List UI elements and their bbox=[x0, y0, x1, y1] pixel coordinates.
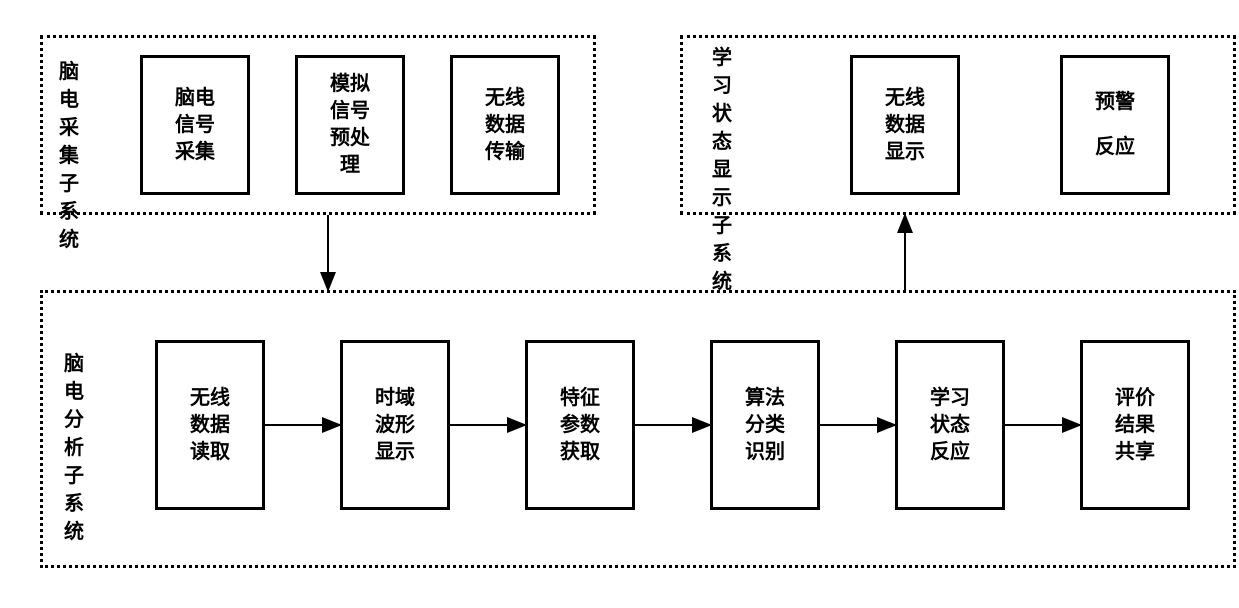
node-label-line: 读取 bbox=[190, 439, 230, 466]
node-label-line: 信号 bbox=[330, 98, 370, 125]
node-label-line: 模拟 bbox=[330, 71, 370, 98]
node-label-line: 数据 bbox=[885, 112, 925, 139]
node-label-line: 状态 bbox=[930, 412, 970, 439]
node-label-line: 脑电 bbox=[175, 85, 215, 112]
node-label-line: 参数 bbox=[560, 412, 600, 439]
node-label-line: 采集 bbox=[175, 139, 215, 166]
label-part: 系 bbox=[55, 198, 83, 226]
node-label-line: 数据 bbox=[485, 112, 525, 139]
diagram-canvas: 脑 电 采 集 子 系 统 脑电信号采集 模拟信号预处理 无线数据传输 学 习 … bbox=[20, 20, 1239, 588]
node-label-line: 无线 bbox=[485, 85, 525, 112]
node-analog-preprocess: 模拟信号预处理 bbox=[295, 55, 405, 195]
node-label-line: 学习 bbox=[930, 385, 970, 412]
label-part: 脑 bbox=[55, 58, 83, 86]
node-label-line: 特征 bbox=[560, 385, 600, 412]
node-label-line: 信号 bbox=[175, 112, 215, 139]
node-label-line: 预警 bbox=[1095, 89, 1135, 116]
subsystem-label-eeg-analysis: 脑 电 分 析 子 系 统 bbox=[60, 350, 88, 546]
node-label-line: 分类 bbox=[745, 412, 785, 439]
node-label-line: 无线 bbox=[190, 385, 230, 412]
node-wireless-read: 无线数据读取 bbox=[155, 340, 265, 510]
node-label-line: 算法 bbox=[745, 385, 785, 412]
node-label-line: 识别 bbox=[745, 439, 785, 466]
node-evaluation-share: 评价结果共享 bbox=[1080, 340, 1190, 510]
node-label-line: 结果 bbox=[1115, 412, 1155, 439]
node-eeg-signal-collect: 脑电信号采集 bbox=[140, 55, 250, 195]
label-part: 电 bbox=[55, 86, 83, 114]
node-label-line: 无线 bbox=[885, 85, 925, 112]
node-label-line: 反应 bbox=[1095, 134, 1135, 161]
node-label-line: 显示 bbox=[885, 139, 925, 166]
node-label-line: 波形 bbox=[375, 412, 415, 439]
node-label-line: 预处 bbox=[330, 125, 370, 152]
node-label-line: 时域 bbox=[375, 385, 415, 412]
node-label-line: 传输 bbox=[485, 139, 525, 166]
node-label-line: 评价 bbox=[1115, 385, 1155, 412]
node-label-line: 理 bbox=[330, 152, 370, 179]
node-wireless-transmit: 无线数据传输 bbox=[450, 55, 560, 195]
node-label-line: 获取 bbox=[560, 439, 600, 466]
label-part: 统 bbox=[55, 226, 83, 254]
node-time-domain-waveform: 时域波形显示 bbox=[340, 340, 450, 510]
node-feature-params: 特征参数获取 bbox=[525, 340, 635, 510]
node-label-line: 显示 bbox=[375, 439, 415, 466]
node-learning-state-response: 学习状态反应 bbox=[895, 340, 1005, 510]
node-label-line: 共享 bbox=[1115, 439, 1155, 466]
node-wireless-display: 无线数据显示 bbox=[850, 55, 960, 195]
label-part: 子 bbox=[55, 170, 83, 198]
subsystem-label-learning-display: 学 习 状 态 显 示 子 系 统 bbox=[708, 44, 736, 296]
subsystem-label-eeg-acquisition: 脑 电 采 集 子 系 统 bbox=[55, 58, 83, 254]
node-algorithm-classify: 算法分类识别 bbox=[710, 340, 820, 510]
label-part: 集 bbox=[55, 142, 83, 170]
node-label-line: 反应 bbox=[930, 439, 970, 466]
node-alert-response: 预警反应 bbox=[1060, 55, 1170, 195]
label-part: 采 bbox=[55, 114, 83, 142]
node-label-line: 数据 bbox=[190, 412, 230, 439]
